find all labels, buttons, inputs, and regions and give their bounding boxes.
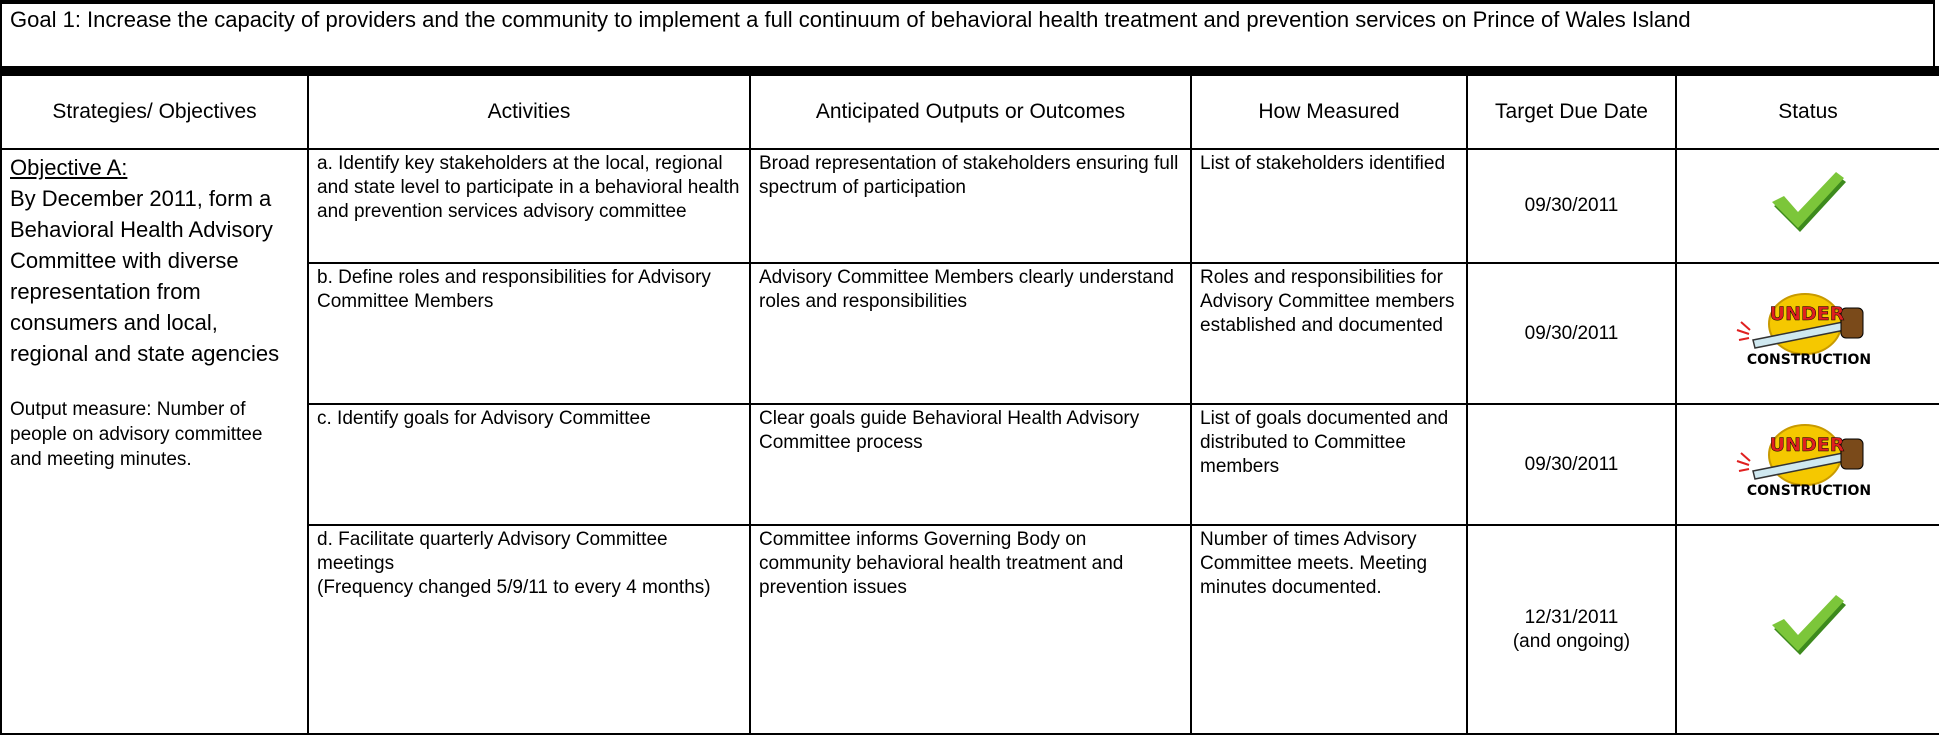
- due-date: 12/31/2011: [1524, 606, 1619, 628]
- outputs-cell: Advisory Committee Members clearly under…: [749, 262, 1192, 405]
- status-cell: [1675, 524, 1939, 735]
- table-body: Objective A: By December 2011, form a Beh…: [0, 148, 1939, 735]
- outputs-cell: Committee informs Governing Body on comm…: [749, 524, 1192, 735]
- outputs-cell: Clear goals guide Behavioral Health Advi…: [749, 403, 1192, 526]
- header-cell: Activities: [307, 74, 751, 150]
- table-row: c. Identify goals for Advisory Committee…: [1, 403, 1939, 526]
- activity-cell: c. Identify goals for Advisory Committee: [307, 403, 751, 526]
- check-mark: [1772, 171, 1844, 228]
- saw-handle: [1840, 307, 1864, 339]
- table-row: Objective A: By December 2011, form a Beh…: [0, 148, 1939, 735]
- header-cell: Status: [1675, 74, 1939, 150]
- objective-text: By December 2011, form a Behavioral Heal…: [10, 186, 280, 366]
- header-cell: Strategies/ Objectives: [0, 74, 309, 150]
- activity-cell: d. Facilitate quarterly Advisory Committ…: [307, 524, 751, 735]
- measured-cell: List of goals documented and distributed…: [1190, 403, 1468, 526]
- measured-cell: Roles and responsibilities for Advisory …: [1190, 262, 1468, 405]
- due-cell: 09/30/2011: [1466, 403, 1677, 526]
- status-cell: UNDER CONSTRUCTION: [1675, 262, 1939, 405]
- saw-handle: [1840, 438, 1864, 470]
- activity-text: d. Facilitate quarterly Advisory Committ…: [317, 529, 668, 574]
- due-cell: 09/30/2011: [1466, 148, 1677, 264]
- due-note: (and ongoing): [1512, 630, 1631, 652]
- table-row: b. Define roles and responsibilities for…: [1, 262, 1939, 405]
- header-cell: Target Due Date: [1466, 74, 1677, 150]
- plan-table: Strategies/ Objectives Activities Anticipa…: [0, 74, 1939, 735]
- status-cell: UNDER CONSTRUCTION: [1675, 403, 1939, 526]
- due-cell: 09/30/2011: [1466, 262, 1677, 405]
- header-cell: Anticipated Outputs or Outcomes: [749, 74, 1192, 150]
- objective-cell: Objective A: By December 2011, form a Beh…: [0, 148, 309, 735]
- due-date: 09/30/2011: [1524, 322, 1619, 344]
- activity-text: b. Define roles and responsibilities for…: [317, 267, 711, 312]
- due-date: 09/30/2011: [1524, 195, 1619, 216]
- objective-heading: Objective A:: [10, 155, 128, 180]
- goal-title: Goal 1: Increase the capacity of provide…: [0, 0, 1935, 66]
- divider: [0, 66, 1939, 74]
- measured-cell: Number of times Advisory Committee meets…: [1190, 524, 1468, 735]
- check-icon: [1772, 171, 1846, 232]
- due-date: 09/30/2011: [1524, 453, 1619, 475]
- check-icon: [1772, 595, 1846, 655]
- outputs-cell: Broad representation of stakeholders ens…: [749, 148, 1192, 264]
- under-construction-icon: UNDER CONSTRUCTION: [1736, 424, 1871, 499]
- under-construction-icon: UNDER CONSTRUCTION: [1736, 293, 1871, 368]
- check-mark: [1772, 595, 1844, 651]
- header-row: Strategies/ Objectives Activities Anticipa…: [0, 74, 1939, 150]
- activity-cell: a. Identify key stakeholders at the loca…: [307, 148, 751, 264]
- activity-cell: b. Define roles and responsibilities for…: [307, 262, 751, 405]
- due-cell: 12/31/2011 (and ongoing): [1466, 524, 1677, 735]
- header-cell: How Measured: [1190, 74, 1468, 150]
- output-measure: Output measure: Number of people on advi…: [10, 399, 263, 470]
- activity-note: (Frequency changed 5/9/11 to every 4 mon…: [317, 577, 711, 598]
- badge-top-text: UNDER: [1770, 434, 1845, 456]
- spark: [1736, 452, 1751, 472]
- status-cell: [1675, 148, 1939, 264]
- badge-bottom-text: CONSTRUCTION: [1747, 352, 1871, 368]
- measured-cell: List of stakeholders identified: [1190, 148, 1468, 264]
- activity-text: c. Identify goals for Advisory Committee: [317, 408, 651, 429]
- activity-text: a. Identify key stakeholders at the loca…: [317, 153, 740, 222]
- badge-bottom-text: CONSTRUCTION: [1747, 483, 1871, 499]
- spark: [1736, 321, 1751, 341]
- badge-top-text: UNDER: [1770, 303, 1845, 325]
